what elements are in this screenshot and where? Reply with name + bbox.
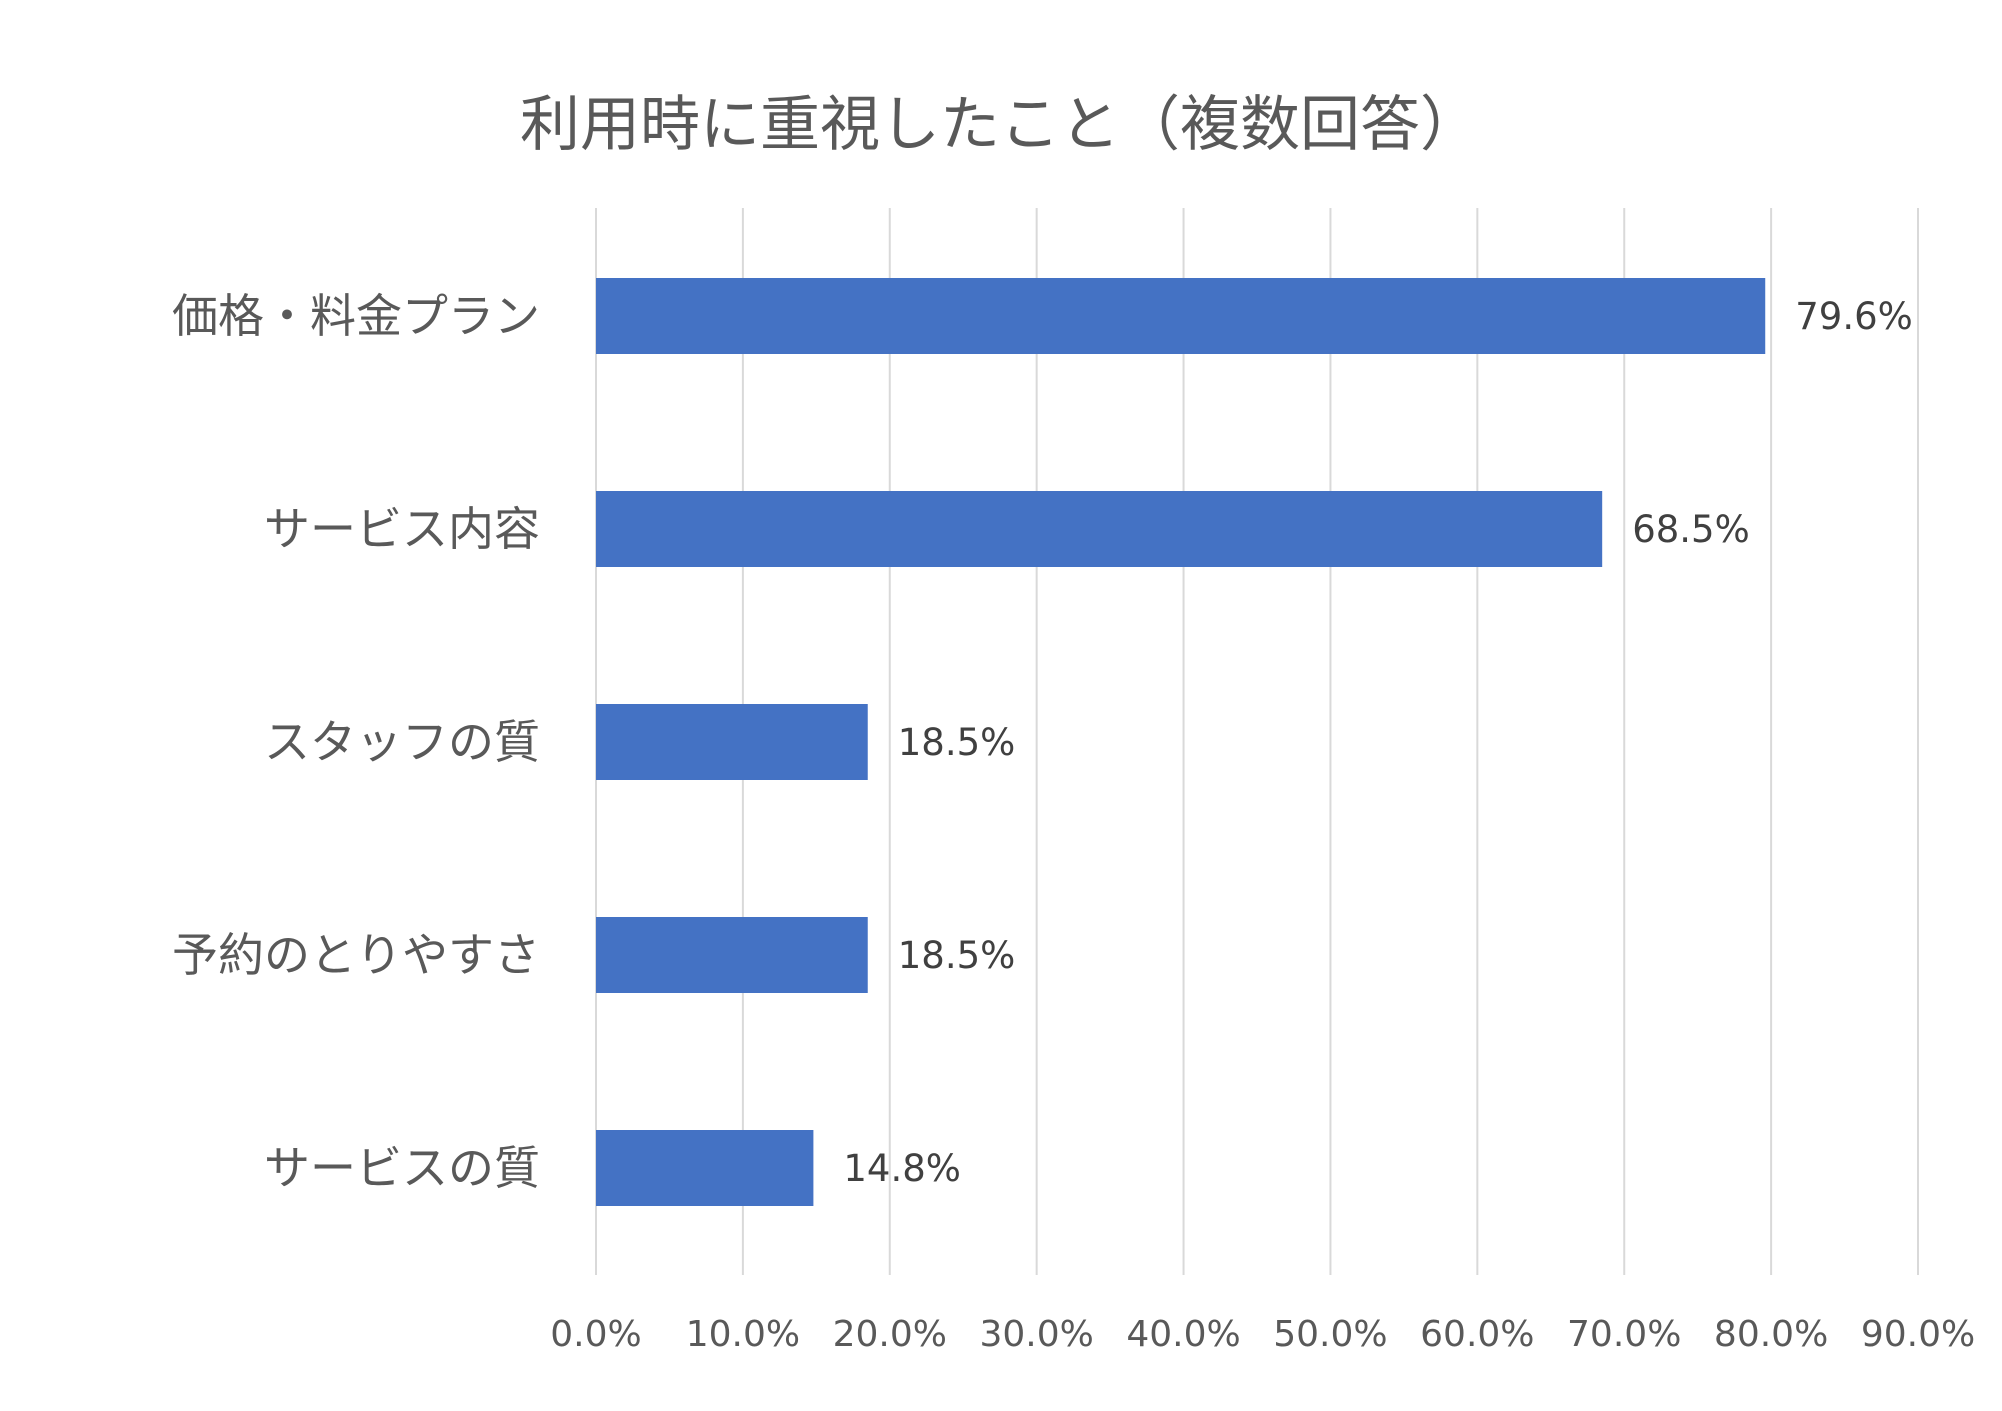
data-label: 18.5% (898, 721, 1016, 764)
tick-label: 30.0% (979, 1314, 1093, 1355)
data-label: 79.6% (1795, 295, 1913, 338)
tick-label: 0.0% (550, 1314, 641, 1355)
category-label: サービス内容 (264, 502, 540, 556)
data-label: 14.8% (843, 1147, 961, 1190)
tick-label: 80.0% (1714, 1314, 1828, 1355)
data-labels: 79.6% 68.5% 18.5% 18.5% 14.8% (843, 295, 1912, 1190)
tick-label: 70.0% (1567, 1314, 1681, 1355)
tick-label: 90.0% (1861, 1314, 1975, 1355)
bars (596, 278, 1766, 1206)
bar (596, 917, 868, 993)
data-label: 68.5% (1632, 508, 1750, 551)
category-label: サービスの質 (264, 1141, 540, 1195)
category-label: 価格・料金プラン (172, 289, 540, 343)
category-label: スタッフの質 (264, 715, 540, 769)
tick-label: 20.0% (833, 1314, 947, 1355)
tick-label: 40.0% (1126, 1314, 1240, 1355)
tick-label: 10.0% (686, 1314, 800, 1355)
tick-label: 60.0% (1420, 1314, 1534, 1355)
tick-label: 50.0% (1273, 1314, 1387, 1355)
bar (596, 278, 1766, 354)
data-label: 18.5% (898, 934, 1016, 977)
bar (596, 1130, 814, 1206)
chart-title: 利用時に重視したこと（複数回答） (520, 90, 1480, 160)
gridlines (595, 208, 1919, 1275)
bar (596, 704, 868, 780)
bar (596, 491, 1603, 567)
category-label: 予約のとりやすさ (172, 928, 540, 982)
x-axis-tick-labels: 0.0% 10.0% 20.0% 30.0% 40.0% 50.0% 60.0% 70.0% 8… (550, 1314, 1975, 1355)
